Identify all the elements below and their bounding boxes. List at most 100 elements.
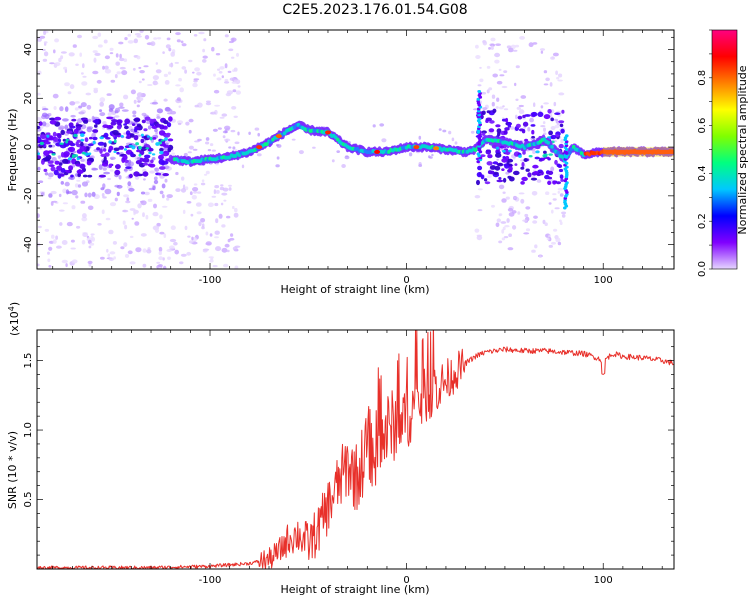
spectrogram-blob [150, 159, 154, 164]
spectrogram-blob [192, 148, 198, 151]
spectrogram-blob [208, 256, 214, 259]
spectrogram-blob [477, 209, 483, 212]
ridge-peak [325, 130, 331, 135]
spectrogram-blob [105, 217, 111, 221]
spectrogram-blob [147, 147, 154, 152]
spectrogram-blob [532, 220, 538, 224]
spectrogram-blob [156, 37, 162, 40]
spectrogram-blob [508, 149, 512, 153]
spectrogram-blob [513, 196, 518, 199]
spectrogram-blob [116, 124, 122, 130]
spectrogram-blob [521, 129, 526, 134]
spectrogram-blob [543, 114, 551, 120]
spectrogram-blob [155, 69, 162, 74]
ridge-core [265, 142, 269, 147]
spectrogram-blob [188, 129, 192, 134]
spectrogram-blob [214, 230, 220, 235]
spectrogram-blob [38, 121, 43, 126]
spectrogram-blob [156, 261, 161, 264]
spectrogram-blob [496, 128, 502, 134]
spectrogram-blob [53, 106, 57, 110]
spectrogram-blob [42, 139, 49, 143]
ridge-peak [413, 145, 420, 150]
spectrogram-blob [110, 121, 117, 126]
spectrogram-blob [224, 138, 231, 142]
spectrogram-blob [123, 194, 130, 198]
spectrogram-blob [222, 135, 226, 139]
spectrogram-blob [167, 112, 173, 115]
spectrogram-blob [49, 117, 56, 121]
spectrogram-blob [312, 146, 316, 149]
spectrogram-blob [81, 72, 84, 75]
spectrogram-blob [70, 174, 74, 178]
spectrogram-x-tick-label: 100 [594, 275, 613, 286]
spectrogram-blob [479, 78, 484, 83]
spectrogram-blob [159, 166, 166, 170]
spectrogram-blob [166, 122, 172, 128]
spectrogram-blob [518, 154, 522, 158]
spectrogram-blob [496, 179, 504, 183]
spectrogram-blob [559, 221, 563, 225]
spectrogram-blob [125, 200, 131, 204]
spectrogram-blob [41, 112, 48, 118]
spectrogram-blob [234, 141, 240, 145]
spectrogram-blob [93, 88, 98, 94]
spectrogram-blob [51, 234, 55, 239]
spectrogram-blob [135, 160, 142, 165]
spectrogram-blob [228, 184, 232, 187]
spectrogram-blob [71, 259, 78, 264]
spectrogram-blob [516, 106, 521, 110]
spectrogram-blob [63, 66, 68, 70]
spectrogram-blob [37, 263, 40, 267]
spectrogram-blob [514, 82, 517, 87]
spectrogram-blob [226, 215, 231, 219]
spectrogram-blob [524, 138, 529, 142]
spectrogram-blob [517, 211, 521, 215]
spectrogram-blob [235, 90, 241, 95]
spectrogram-blob [147, 84, 153, 86]
spectrogram-blob [37, 213, 40, 219]
spectrogram-blob [209, 259, 214, 263]
spectrogram-blob [212, 128, 218, 132]
spectrogram-blob [214, 185, 220, 189]
spectrogram-blob [237, 131, 240, 136]
spectrogram-blob [103, 148, 107, 152]
spectrogram-blob [68, 146, 76, 152]
spectrogram-blob [149, 118, 154, 124]
spectrogram-xlabel: Height of straight line (km) [280, 283, 429, 296]
snr-y-tick-label: 1.5 [23, 353, 34, 369]
spectrogram-blob [504, 127, 510, 131]
spectrogram-blob [174, 249, 179, 255]
spectrogram-blob [88, 245, 92, 249]
spectrogram-blob [144, 116, 151, 121]
spectrogram-blob [99, 97, 106, 103]
spectrogram-blob [181, 66, 187, 70]
spectrogram-blob [114, 169, 121, 176]
spectrogram-blob [556, 163, 561, 168]
spectrogram-blob [220, 184, 224, 187]
spectrogram-blob [197, 138, 202, 142]
spectrogram-blob [147, 125, 152, 130]
spectrogram-blob [505, 196, 510, 200]
spectrogram-blob [232, 205, 235, 210]
spectrogram-blob [155, 131, 159, 135]
spectrogram-blob [546, 237, 550, 241]
spectrogram-blob [494, 52, 501, 58]
spectrogram-blob [62, 118, 69, 122]
spectrogram-blob [48, 144, 53, 148]
spectrogram-blob [517, 115, 523, 120]
spectrogram-blob [557, 187, 564, 191]
spectrogram-blob [68, 122, 74, 128]
spectrogram-blob [107, 112, 112, 116]
spectrogram-blob [86, 237, 93, 242]
ridge-peak [275, 134, 282, 139]
spectrogram-blob [161, 160, 169, 165]
spectrogram-blob [38, 180, 44, 183]
spectrogram-blob [254, 127, 260, 131]
spectrogram-blob [163, 265, 167, 269]
spectrogram-blob [58, 155, 61, 160]
spectrogram-blob [200, 182, 206, 186]
spectrogram-blob [136, 35, 142, 38]
spectrogram-blob [124, 224, 128, 230]
spectrogram-blob [139, 70, 145, 74]
